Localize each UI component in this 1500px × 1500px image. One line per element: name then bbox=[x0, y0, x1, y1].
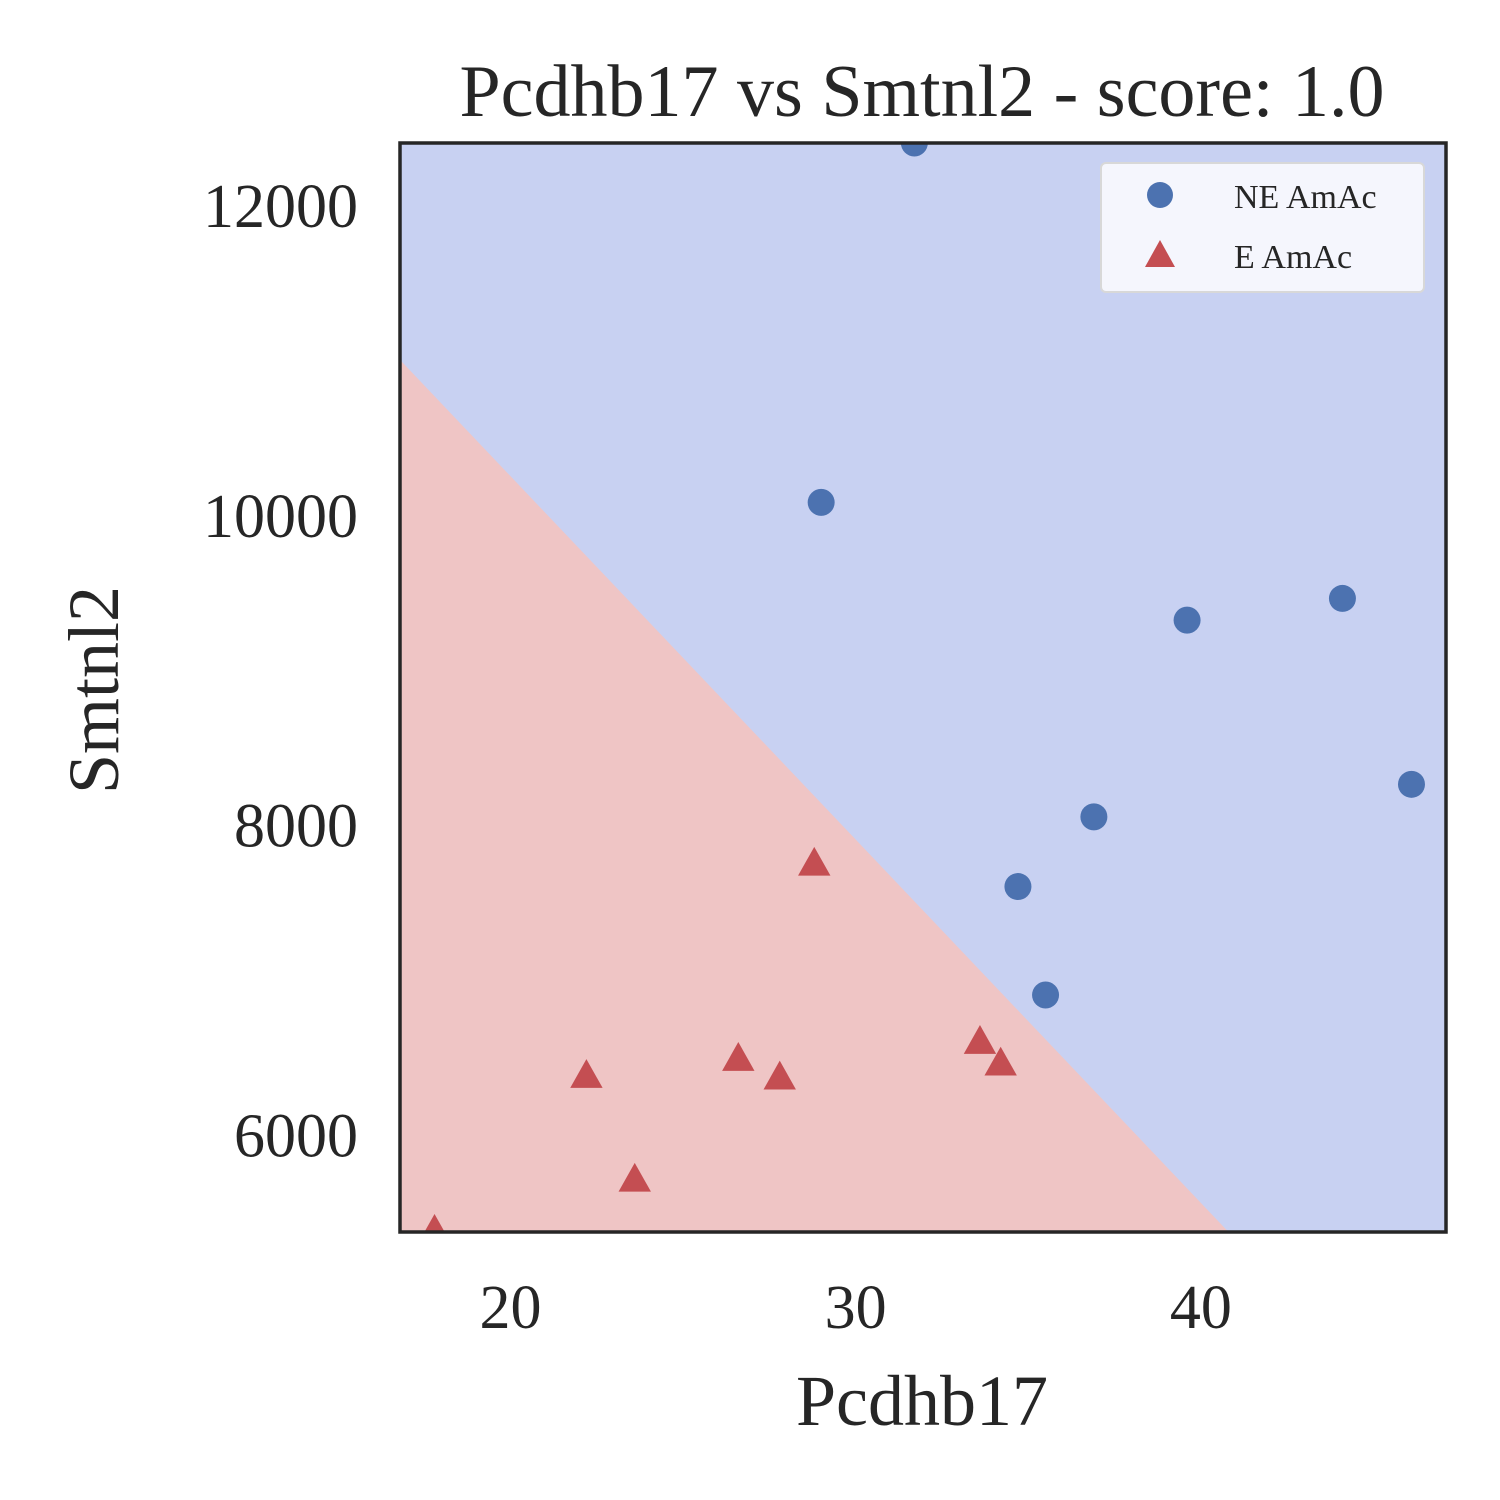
e-amac-point-0 bbox=[798, 846, 831, 876]
e-amac-point-2 bbox=[984, 1046, 1017, 1076]
ne-amac-point-1 bbox=[807, 488, 835, 516]
x-tick-label-2: 40 bbox=[1170, 1274, 1232, 1342]
x-axis-label: Pcdhb17 bbox=[796, 1361, 1048, 1441]
x-tick-label-0: 20 bbox=[479, 1274, 541, 1342]
x-axis-ticks: 20 30 40 bbox=[479, 1274, 1231, 1342]
ne-amac-point-6 bbox=[1004, 873, 1032, 901]
ne-amac-point-2 bbox=[1173, 606, 1201, 634]
y-tick-label-2: 10000 bbox=[203, 483, 358, 551]
lower-region bbox=[400, 359, 1229, 1232]
ne-amac-point-5 bbox=[1080, 803, 1108, 831]
ne-amac-point-4 bbox=[1397, 770, 1425, 798]
ne-amac-point-3 bbox=[1328, 584, 1356, 612]
e-amac-point-6 bbox=[618, 1162, 651, 1192]
e-amac-point-5 bbox=[570, 1059, 603, 1088]
y-tick-label-0: 6000 bbox=[234, 1102, 358, 1170]
chart-title: Pcdhb17 vs Smtnl2 - score: 1.0 bbox=[460, 51, 1385, 133]
ne-amac-point-7 bbox=[1032, 981, 1060, 1009]
legend-label-ne-amac: NE AmAc bbox=[1234, 179, 1377, 216]
legend-label-e-amac: E AmAc bbox=[1234, 239, 1352, 276]
e-amac-point-7 bbox=[424, 1214, 445, 1232]
data-points bbox=[424, 143, 1425, 1232]
y-tick-label-1: 8000 bbox=[234, 793, 358, 861]
y-tick-label-3: 12000 bbox=[203, 173, 358, 241]
legend: NE AmAc E AmAc bbox=[1100, 162, 1425, 293]
legend-marker-ne-amac bbox=[1147, 182, 1173, 208]
y-axis-label: Smtnl2 bbox=[54, 586, 134, 794]
plot-area bbox=[398, 141, 1448, 1234]
legend-box bbox=[1100, 162, 1425, 293]
e-amac-point-3 bbox=[722, 1042, 755, 1071]
e-amac-point-4 bbox=[763, 1060, 796, 1090]
plot-frame bbox=[398, 141, 1448, 1234]
ne-amac-point-0 bbox=[900, 143, 928, 157]
legend-marker-e-amac bbox=[1145, 240, 1175, 267]
e-amac-point-1 bbox=[963, 1025, 997, 1054]
x-tick-label-1: 30 bbox=[825, 1274, 887, 1342]
y-axis-ticks: 6000 8000 10000 12000 bbox=[203, 173, 358, 1170]
